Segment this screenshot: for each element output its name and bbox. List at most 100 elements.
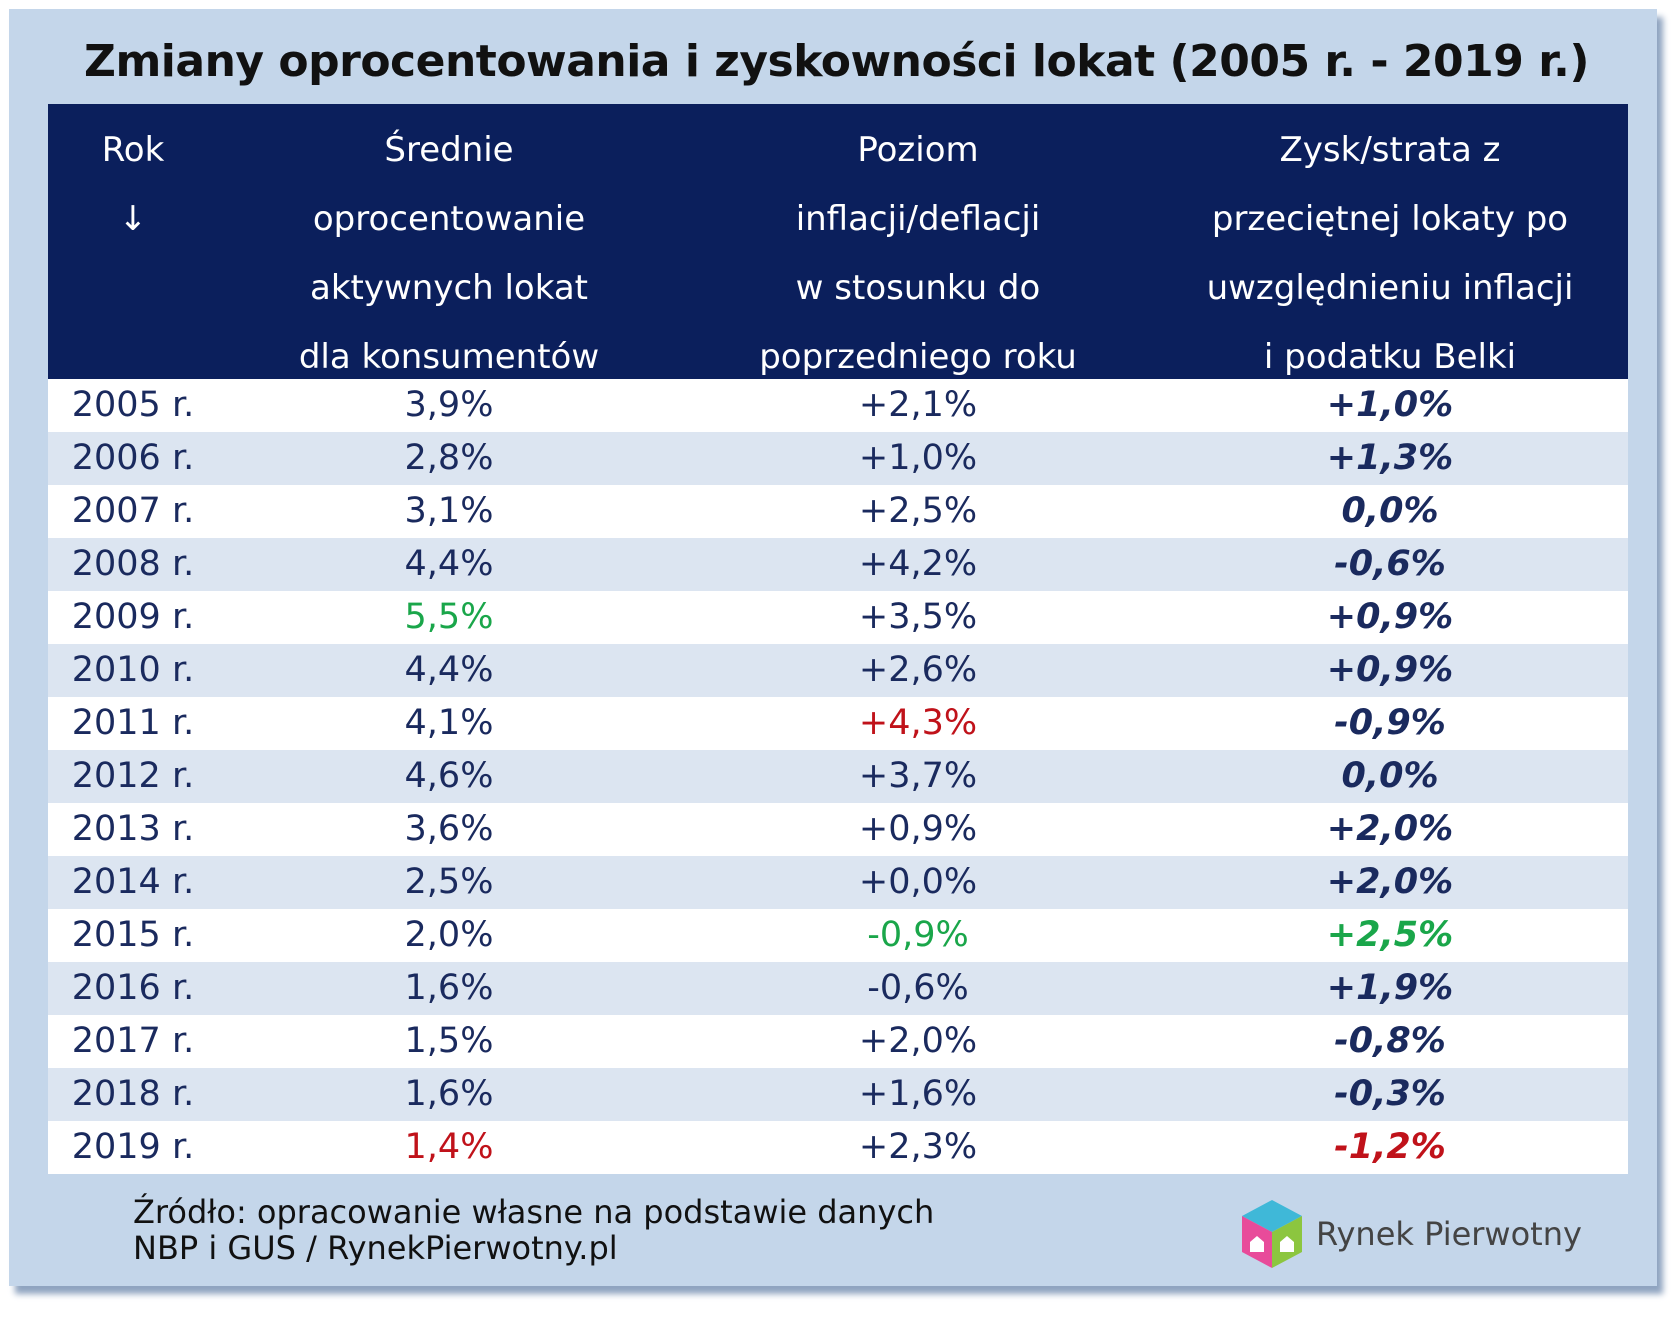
source: Źródło: opracowanie własne na podstawie … xyxy=(133,1194,934,1266)
source-line: Źródło: opracowanie własne na podstawie … xyxy=(133,1193,935,1231)
table-cell: +2,3% xyxy=(858,1127,978,1167)
header-line: Poziom xyxy=(857,130,979,170)
table-row: 2010 r. 4,4% +2,6% +0,9% xyxy=(48,644,1628,697)
table-cell: -0,8% xyxy=(1334,1021,1446,1061)
table-row: 2019 r. 1,4% +2,3% -1,2% xyxy=(48,1121,1628,1174)
header-cell: Średnie oprocentowanie aktywnych lokat dla … xyxy=(219,116,679,392)
table-cell: 2014 r. xyxy=(71,862,195,902)
table-cell: +0,9% xyxy=(858,809,978,849)
header-line: przeciętnej lokaty po xyxy=(1211,199,1569,239)
table-cell: 2010 r. xyxy=(71,650,195,690)
table-cell: +0,0% xyxy=(858,862,978,902)
table-cell: +1,0% xyxy=(858,438,978,478)
table-cell: +2,6% xyxy=(858,650,978,690)
table-row: 2014 r. 2,5% +0,0% +2,0% xyxy=(48,856,1628,909)
table-row: 2007 r. 3,1% +2,5% 0,0% xyxy=(48,485,1628,538)
table-cell: 2008 r. xyxy=(71,544,195,584)
table-row: 2009 r. 5,5% +3,5% +0,9% xyxy=(48,591,1628,644)
header-line: inflacji/deflacji xyxy=(795,199,1041,239)
table-cell: 1,6% xyxy=(404,968,494,1008)
table-cell: -0,3% xyxy=(1334,1074,1446,1114)
table-cell: 3,9% xyxy=(404,385,494,425)
logo-text: Rynek Pierwotny xyxy=(1316,1215,1582,1253)
table-cell: +4,3% xyxy=(858,703,978,743)
table-cell: +4,2% xyxy=(858,544,978,584)
table-cell: -0,9% xyxy=(1334,703,1446,743)
table-cell: 2013 r. xyxy=(71,809,195,849)
table-cell: 0,0% xyxy=(1341,756,1439,796)
table-cell: +3,5% xyxy=(858,597,978,637)
table-cell: 2015 r. xyxy=(71,915,195,955)
table-cell: -0,9% xyxy=(867,915,969,955)
table-row: 2013 r. 3,6% +0,9% +2,0% xyxy=(48,803,1628,856)
table-cell: -0,6% xyxy=(867,968,969,1008)
table-cell: 3,1% xyxy=(404,491,494,531)
header-line: uwzględnieniu inflacji xyxy=(1206,268,1574,308)
table-cell: -1,2% xyxy=(1334,1127,1446,1167)
table-cell: 4,4% xyxy=(404,544,494,584)
table-cell: 2012 r. xyxy=(71,756,195,796)
header-line: poprzedniego roku xyxy=(759,337,1077,377)
title: Zmiany oprocentowania i zyskowności loka… xyxy=(84,36,1589,87)
table-cell: 2018 r. xyxy=(71,1074,195,1114)
table-cell: 0,0% xyxy=(1341,491,1439,531)
table-cell: +3,7% xyxy=(858,756,978,796)
table-cell: +0,9% xyxy=(1326,650,1454,690)
header-cell: Poziom inflacji/deflacji w stosunku do popr… xyxy=(688,116,1148,392)
table-row: 2015 r. 2,0% -0,9% +2,5% xyxy=(48,909,1628,962)
table-cell: 2,5% xyxy=(404,862,494,902)
table-cell: +1,3% xyxy=(1326,438,1454,478)
source-line: NBP i GUS / RynekPierwotny.pl xyxy=(133,1229,618,1267)
table-cell: +2,5% xyxy=(858,491,978,531)
table-cell: +1,0% xyxy=(1326,385,1454,425)
header-line: ↓ xyxy=(118,199,148,239)
table-cell: 1,5% xyxy=(404,1021,494,1061)
header-line: w stosunku do xyxy=(795,268,1041,308)
table-cell: 2,8% xyxy=(404,438,494,478)
table-cell: 2,0% xyxy=(404,915,494,955)
table-row: 2008 r. 4,4% +4,2% -0,6% xyxy=(48,538,1628,591)
table-cell: 4,6% xyxy=(404,756,494,796)
table-cell: +1,9% xyxy=(1326,968,1454,1008)
table-row: 2011 r. 4,1% +4,3% -0,9% xyxy=(48,697,1628,750)
header-line: Średnie xyxy=(384,130,514,170)
table-cell: 5,5% xyxy=(404,597,494,637)
table-cell: 2006 r. xyxy=(71,438,195,478)
table-row: 2005 r. 3,9% +2,1% +1,0% xyxy=(48,379,1628,432)
table-cell: 2019 r. xyxy=(71,1127,195,1167)
table-cell: 1,6% xyxy=(404,1074,494,1114)
table-cell: +0,9% xyxy=(1326,597,1454,637)
table-cell: 2016 r. xyxy=(71,968,195,1008)
table-row: 2016 r. 1,6% -0,6% +1,9% xyxy=(48,962,1628,1015)
header-line: dla konsumentów xyxy=(298,337,600,377)
header-line: oprocentowanie xyxy=(312,199,586,239)
table-cell: +2,0% xyxy=(1326,809,1454,849)
table-cell: 2005 r. xyxy=(71,385,195,425)
table-cell: +2,0% xyxy=(858,1021,978,1061)
logo: Rynek Pierwotny xyxy=(1240,1198,1582,1270)
table-cell: 2017 r. xyxy=(71,1021,195,1061)
header-line: Zysk/strata z xyxy=(1279,130,1501,170)
table-cell: 2011 r. xyxy=(71,703,195,743)
header-line: i podatku Belki xyxy=(1263,337,1517,377)
table-cell: 1,4% xyxy=(404,1127,494,1167)
header-line: Rok xyxy=(101,130,165,170)
table-cell: -0,6% xyxy=(1334,544,1446,584)
table-row: 2006 r. 2,8% +1,0% +1,3% xyxy=(48,432,1628,485)
table-cell: +2,1% xyxy=(858,385,978,425)
table-cell: 4,4% xyxy=(404,650,494,690)
table-row: 2012 r. 4,6% +3,7% 0,0% xyxy=(48,750,1628,803)
table-row: 2017 r. 1,5% +2,0% -0,8% xyxy=(48,1015,1628,1068)
table-row: 2018 r. 1,6% +1,6% -0,3% xyxy=(48,1068,1628,1121)
header-line: aktywnych lokat xyxy=(309,268,588,308)
table-cell: +2,0% xyxy=(1326,862,1454,902)
header-cell: Rok ↓ xyxy=(48,116,218,254)
table-cell: +1,6% xyxy=(858,1074,978,1114)
header-cell: Zysk/strata z przeciętnej lokaty po uwzglę… xyxy=(1150,116,1630,392)
logo-icon xyxy=(1242,1200,1302,1268)
table-cell: 3,6% xyxy=(404,809,494,849)
table-cell: 4,1% xyxy=(404,703,494,743)
table-cell: 2007 r. xyxy=(71,491,195,531)
table-header: Rok ↓ Średnie oprocentowanie aktywnych lokat… xyxy=(48,104,1628,379)
